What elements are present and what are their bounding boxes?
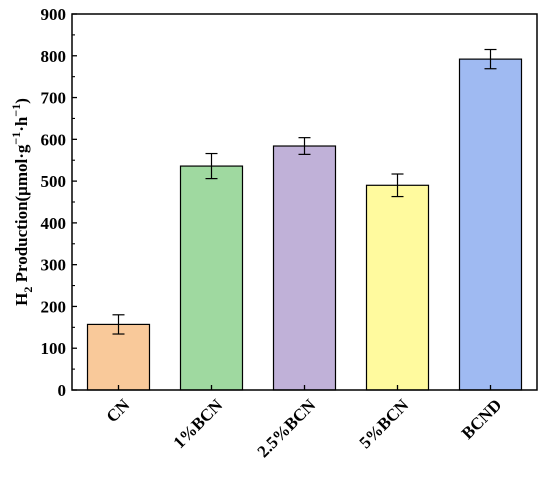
x-tick-label: 1%BCN — [169, 395, 226, 452]
svg-text:H2 Production(μmol·g−1·h−1): H2 Production(μmol·g−1·h−1) — [9, 98, 35, 306]
bars-group — [86, 58, 523, 391]
y-tick-label: 700 — [41, 89, 67, 108]
x-tick-label: BCND — [458, 395, 505, 442]
x-axis: CN 1%BCN 2.5%BCN 5%BCN BCND — [103, 385, 505, 461]
y-tick-label: 800 — [41, 47, 67, 66]
y-tick-label: 0 — [58, 381, 67, 400]
y-tick-label: 400 — [41, 214, 67, 233]
y-tick-label: 100 — [41, 339, 67, 358]
bar-cn — [86, 323, 151, 391]
y-tick-label: 500 — [41, 172, 67, 191]
y-tick-label: 200 — [41, 297, 67, 316]
plot-frame — [71, 13, 538, 391]
x-tick-label: 2.5%BCN — [253, 395, 319, 461]
y-tick-label: 900 — [41, 5, 67, 24]
x-tick-label: 5%BCN — [355, 395, 412, 452]
x-tick-label: CN — [103, 395, 134, 426]
y-axis-title: H2 Production(μmol·g−1·h−1) — [9, 98, 35, 306]
error-bars-group — [112, 48, 497, 335]
y-tick-label: 300 — [41, 256, 67, 275]
bar-bcnd — [458, 58, 523, 391]
bar-1-bcn — [179, 165, 244, 391]
bar-2-5-bcn — [272, 145, 337, 391]
y-axis: 0 100 200 300 400 500 600 700 800 900 — [41, 5, 77, 400]
bar-5-bcn — [365, 184, 430, 391]
y-tick-label: 600 — [41, 130, 67, 149]
